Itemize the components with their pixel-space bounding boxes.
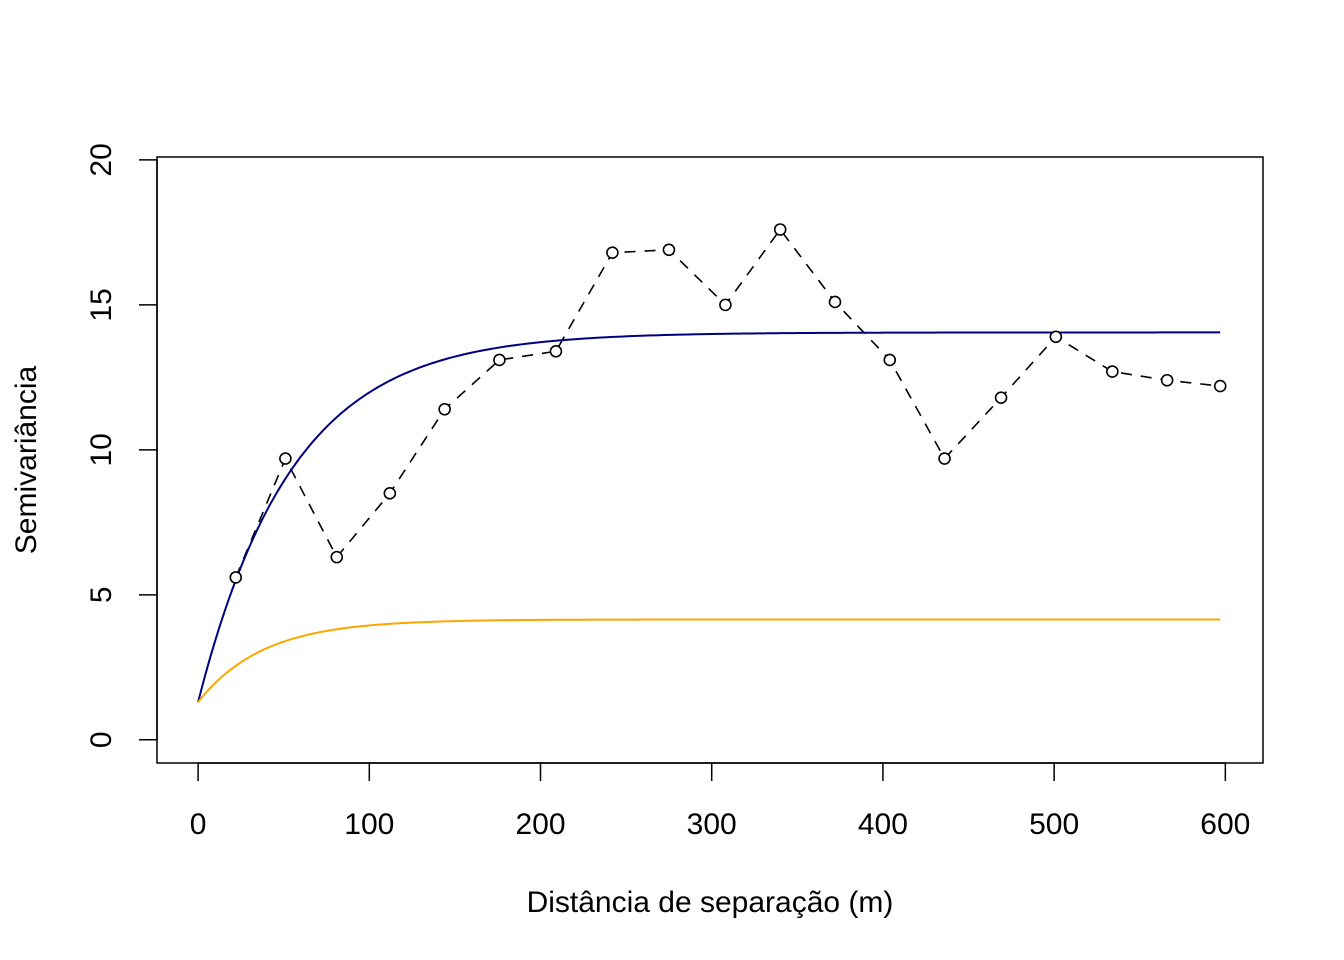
- data-point: [493, 353, 506, 367]
- y-tick-label: 0: [85, 731, 118, 748]
- y-axis: 0 5 10 15 20: [85, 143, 158, 748]
- plot-frame: [156, 156, 1264, 764]
- x-tick-label: 100: [344, 808, 394, 841]
- x-tick-label: 500: [1029, 808, 1079, 841]
- data-point: [1213, 379, 1227, 393]
- data-point: [719, 298, 732, 312]
- y-axis-title: Semivariância: [10, 365, 43, 554]
- y-tick-label: 15: [85, 288, 118, 321]
- data-point: [938, 452, 951, 465]
- data-point: [279, 452, 292, 465]
- data-point: [549, 344, 563, 358]
- data-point: [438, 402, 451, 416]
- data-point: [1160, 373, 1174, 387]
- data-point: [606, 246, 619, 259]
- model-curve-total: [197, 331, 1221, 703]
- series-layer: [197, 223, 1227, 703]
- data-point: [883, 353, 897, 367]
- experimental-dashed-line: [235, 228, 1221, 578]
- data-point: [229, 571, 243, 584]
- model-curve-secondary: [197, 618, 1221, 703]
- x-tick-label: 300: [687, 808, 737, 841]
- x-axis: 0 100 200 300 400 500 600: [190, 762, 1250, 841]
- data-point: [1049, 330, 1063, 344]
- x-tick-label: 400: [858, 808, 908, 841]
- data-point: [1106, 365, 1119, 378]
- y-tick-label: 20: [85, 143, 118, 176]
- y-tick-label: 10: [85, 433, 118, 466]
- data-point: [383, 487, 397, 500]
- data-point: [994, 391, 1008, 404]
- x-tick-label: 200: [515, 808, 565, 841]
- y-tick-label: 5: [85, 586, 118, 603]
- data-point: [828, 295, 842, 309]
- x-axis-title: Distância de separação (m): [527, 886, 894, 919]
- x-tick-label: 600: [1200, 808, 1250, 841]
- data-point: [330, 550, 344, 564]
- data-point: [773, 223, 787, 236]
- x-tick-label: 0: [190, 808, 207, 841]
- data-point: [662, 243, 676, 257]
